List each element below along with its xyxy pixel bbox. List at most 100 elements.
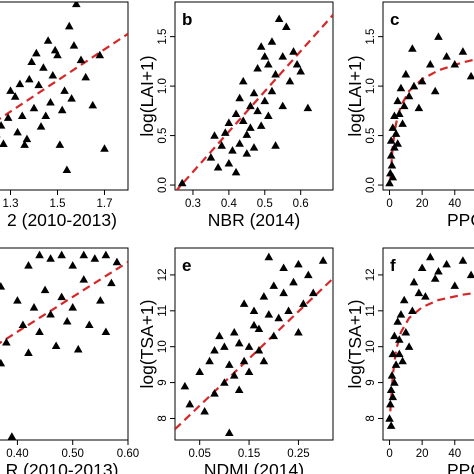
data-point [466,270,474,279]
data-point [67,94,76,102]
data-point [231,109,241,118]
plot-frame [382,247,474,441]
data-point [48,70,58,79]
data-point [6,86,15,94]
data-point [264,111,273,120]
y-tick-label: 1.5 [365,29,377,45]
data-point [388,172,398,181]
data-point [274,14,284,23]
data-point [17,111,27,119]
data-point [401,328,411,336]
data-point [46,310,55,318]
panel-label: b [182,10,192,29]
x-tick-label: 0 [386,198,392,210]
data-point [210,389,219,397]
panel-b: 0.3 0.4 0.5 0.6 0.0 0.5 1.0 1.5 NBR (2014) log(LA… [137,1,334,230]
data-point [79,250,89,259]
data-point [267,37,277,45]
x-tick-label: 0.60 [117,448,139,460]
data-point [2,337,11,346]
data-point [282,22,291,30]
x-axis-label: NDMI (2014) [204,460,304,474]
data-point [399,101,409,110]
data-point [101,327,111,336]
data-point [177,178,187,187]
fit-line [175,14,333,190]
data-point [195,367,204,376]
data-point [235,93,244,102]
data-point [0,121,6,129]
data-point [96,296,105,304]
data-point [285,76,295,85]
data-point [242,130,252,138]
fit-line [0,261,128,345]
y-tick-label: 10 [157,340,169,353]
data-point [417,263,427,271]
data-point [231,167,241,176]
data-point [289,277,298,286]
data-point [62,165,72,173]
panel-c: 02040600.00.51.01.5PPCT(Wlog(LAI+1)c [345,1,474,230]
plot-area [0,250,128,440]
data-point [388,349,398,358]
x-tick-label: 40 [448,448,461,460]
data-point [3,113,13,121]
data-point [15,79,25,88]
x-tick-label: 0.4 [221,198,238,210]
data-point [220,378,229,386]
x-axis-label: PPCT(W [447,460,474,474]
data-point [239,299,249,307]
y-tick-label: 1.5 [157,29,169,45]
data-point [53,50,62,59]
data-point [388,123,398,131]
y-tick-label: 10 [365,340,377,353]
data-point [425,60,435,68]
plot-area [385,32,474,187]
data-point [395,349,404,358]
data-point [205,356,214,365]
y-axis-label: log(TSA+1) [137,300,157,389]
y-tick-label: 8 [157,415,169,421]
data-point [13,296,22,304]
data-point [385,414,394,422]
data-point [386,151,396,159]
data-point [90,254,100,262]
y-tick-label: 9 [365,379,377,385]
data-point [79,275,89,283]
data-point [256,42,266,50]
data-point [279,263,288,271]
data-point [242,149,252,157]
panel-label: f [390,256,396,275]
data-point [414,288,424,297]
data-point [264,310,274,318]
data-point [206,153,216,161]
x-tick-label: 0.6 [293,198,309,210]
data-point [398,119,407,127]
data-point [396,83,406,92]
data-point [260,52,270,60]
y-axis-label: log(LAI+1) [137,55,157,136]
data-point [395,335,404,343]
data-point [217,141,226,149]
data-point [200,406,209,415]
data-point [229,371,239,379]
data-point [239,356,249,365]
y-tick-label: 11 [365,305,377,317]
x-axis-label: 2 (2010-2013) [7,210,117,230]
data-point [274,313,283,322]
data-point [395,109,404,118]
data-point [210,131,219,139]
data-point [256,121,266,129]
data-point [69,41,79,49]
y-tick-label: 12 [157,269,169,282]
data-point [60,86,69,94]
panel-a: 1.3 1.5 1.72 (2010-2013) [0,1,129,230]
data-point [225,428,234,437]
panel-label: c [390,10,399,29]
data-point [24,348,33,356]
data-point [284,306,293,315]
data-point [404,342,414,350]
data-point [289,47,298,55]
data-point [299,299,308,307]
data-point [267,86,277,95]
